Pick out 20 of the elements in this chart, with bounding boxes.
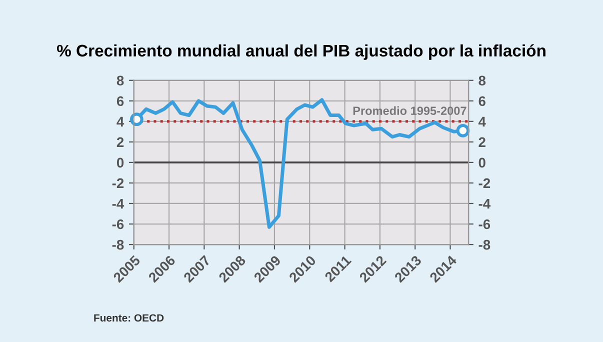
y2-tick-label: 4 [478, 116, 486, 126]
y-tick-label: 8 [116, 76, 124, 86]
y2-tick-label: 2 [478, 137, 486, 147]
y2-tick-label: -4 [478, 198, 491, 209]
y-tick-label: -4 [112, 198, 124, 209]
y-tick-label: 0 [116, 158, 124, 168]
y-tick-label: -8 [112, 240, 124, 250]
y2-tick-label: 8 [478, 76, 486, 86]
y-tick-label: -6 [112, 219, 124, 230]
y2-tick-label: 0 [478, 158, 486, 168]
y2-tick-label: -6 [478, 219, 490, 230]
y-tick-label: 2 [116, 137, 124, 147]
y2-tick-label: -2 [478, 178, 490, 188]
y-tick-label: 4 [116, 116, 124, 126]
chart-title: % Crecimiento mundial anual del PIB ajustado por la inflación [56, 44, 546, 60]
source-note: Fuente: OECD [94, 314, 164, 322]
y-tick-label: 6 [116, 96, 124, 106]
y2-tick-label: -8 [478, 240, 490, 250]
y2-tick-label: 6 [478, 96, 486, 106]
y-tick-label: -2 [112, 178, 124, 188]
